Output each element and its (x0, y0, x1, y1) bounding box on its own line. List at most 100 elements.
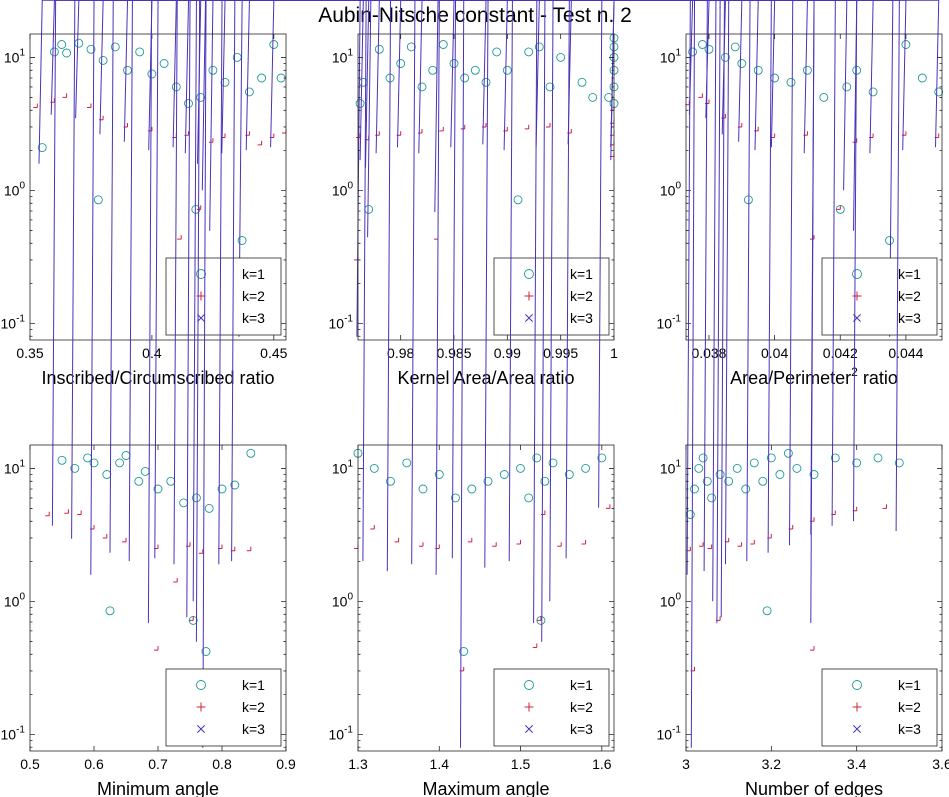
data-point-k2 (87, 103, 92, 108)
y-tick-label: 100 (332, 180, 354, 198)
data-point-k2 (435, 544, 440, 549)
x-tick-label: 0.45 (260, 345, 287, 361)
data-point-k1 (852, 65, 862, 75)
data-point-k2 (492, 542, 497, 547)
data-point-k2 (546, 123, 551, 128)
data-point-k1 (184, 99, 193, 108)
legend-marker-k1 (196, 680, 206, 690)
legend-label: k=2 (570, 288, 593, 304)
data-point-k1 (191, 493, 201, 503)
data-point-k2 (467, 537, 473, 543)
data-point-k2 (62, 93, 68, 98)
legend-box (821, 668, 938, 747)
x-tick-label: 0.5 (20, 756, 40, 772)
data-point-k1 (417, 82, 427, 92)
legend-label: k=3 (898, 721, 921, 737)
legend-marker-k2 (196, 702, 206, 712)
data-point-k1 (196, 92, 206, 102)
data-point-k2 (690, 666, 695, 672)
data-point-k1 (374, 44, 384, 54)
legend-marker-k3 (853, 725, 861, 733)
axes-box (685, 444, 943, 752)
legend-label: k=1 (898, 677, 921, 693)
y-tick-label: 10-1 (329, 724, 354, 742)
axes-box (357, 444, 615, 752)
data-point-k1 (775, 470, 785, 479)
data-point-k1 (244, 87, 254, 97)
legend: k=1 k=2 k=3 (493, 668, 610, 747)
data-point-k2 (230, 546, 236, 552)
data-point-k1 (49, 47, 59, 57)
x-tick-label: 0.995 (543, 345, 578, 361)
legend-box (493, 668, 610, 747)
data-point-k2 (705, 99, 710, 104)
legend-marker-k1 (524, 269, 534, 279)
data-point-k1 (246, 448, 256, 458)
y-tick-label: 10-1 (1, 313, 26, 331)
data-point-k1 (237, 236, 247, 245)
x-tick-label: 1.4 (430, 756, 450, 772)
data-point-k1 (402, 458, 412, 468)
data-point-k2 (246, 546, 252, 552)
legend-label: k=3 (242, 310, 265, 326)
data-point-k1 (57, 455, 67, 465)
x-tick-label: 0.4 (142, 345, 162, 361)
legend: k=1 k=2 k=3 (821, 257, 938, 336)
legend-label: k=3 (242, 721, 265, 737)
data-point-k2 (581, 540, 587, 545)
data-point-k2 (50, 98, 55, 103)
x-tick-label: 3.2 (762, 756, 782, 772)
data-point-k1 (451, 493, 460, 503)
y-tick-label: 101 (4, 47, 26, 65)
y-tick-label: 101 (4, 458, 26, 476)
x-tick-label: 1 (610, 345, 618, 361)
data-point-k1 (842, 82, 852, 92)
data-point-k2 (699, 542, 704, 547)
legend-marker-k2 (852, 702, 862, 712)
data-point-k1 (257, 73, 267, 83)
y-tick-label: 100 (332, 591, 354, 609)
data-point-k1 (540, 476, 550, 486)
data-point-k1 (483, 476, 493, 486)
data-point-k1 (762, 606, 772, 616)
data-point-k1 (524, 493, 534, 503)
data-point-k1 (204, 503, 214, 513)
legend-marker-k1 (524, 680, 534, 690)
data-point-k1 (134, 476, 144, 486)
data-point-k1 (269, 40, 279, 49)
data-point-k1 (577, 77, 587, 87)
subplot-3: 10-1 100 101 0.038 0.04 0.042 0.044 Area/Perime… (118, 0, 944, 388)
data-point-k1 (57, 40, 67, 49)
data-point-k1 (753, 65, 763, 75)
data-point-k1 (868, 87, 878, 97)
data-point-k2 (803, 131, 808, 136)
data-point-k1 (201, 647, 211, 656)
data-point-k2 (354, 544, 359, 549)
data-point-k2 (123, 123, 128, 128)
legend-label: k=2 (242, 288, 265, 304)
y-tick-label: 101 (332, 47, 354, 65)
legend-marker-k1 (196, 269, 206, 279)
x-tick-label: 0.038 (691, 345, 726, 361)
y-tick-label: 101 (660, 47, 682, 65)
data-point-k1 (232, 52, 242, 62)
axes-box (685, 33, 943, 341)
legend: k=1 k=2 k=3 (165, 668, 282, 747)
x-tick-label: 0.985 (436, 345, 471, 361)
legend-marker-k2 (196, 291, 206, 301)
data-point-k2 (154, 646, 159, 651)
legend-marker-k3 (197, 725, 205, 733)
data-point-k1 (208, 65, 218, 75)
data-point-k2 (524, 124, 530, 130)
data-point-k1 (688, 47, 698, 57)
x-tick-label: 1.3 (348, 756, 368, 772)
data-point-k1 (449, 59, 459, 68)
x-tick-label: 0.35 (16, 345, 43, 361)
x-tick-label: 0.99 (494, 345, 521, 361)
y-tick-label: 10-1 (329, 313, 354, 331)
data-point-k1 (499, 470, 509, 479)
data-point-k2 (754, 126, 759, 132)
data-point-k1 (766, 453, 776, 463)
x-axis-label: Number of edges (745, 779, 883, 797)
